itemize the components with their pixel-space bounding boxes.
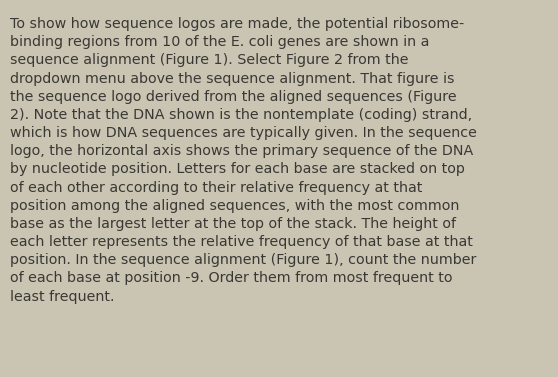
- Text: To show how sequence logos are made, the potential ribosome-
binding regions fro: To show how sequence logos are made, the…: [10, 17, 477, 303]
